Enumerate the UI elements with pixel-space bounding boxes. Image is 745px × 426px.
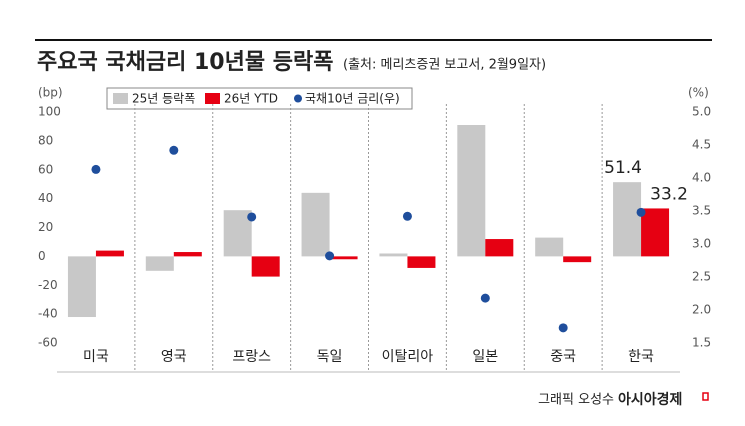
bar [563,256,592,263]
bar [145,256,174,271]
bar [251,256,280,277]
y2-tick-label: 1.5 [692,336,711,350]
y2-axis-label: (%) [688,86,709,100]
legend-label: 26년 YTD [224,92,278,106]
y-tick-label: 100 [38,105,61,119]
y-axis-label: (bp) [38,86,63,100]
x-tick-label: 이탈리아 [382,349,434,365]
rate-dot [247,212,257,222]
y-tick-label: -20 [38,278,58,292]
y-tick-label: 80 [38,133,53,147]
bar [329,256,358,260]
rate-dot [169,145,179,155]
x-tick-label: 미국 [83,349,109,365]
x-tick-label: 독일 [317,349,343,365]
bar [379,253,408,257]
bar [535,237,564,257]
legend-swatch [205,93,220,104]
x-tick-label: 프랑스 [232,349,271,365]
x-tick-label: 한국 [628,349,654,365]
rate-dot [636,207,646,217]
rate-dot [558,323,568,333]
y-tick-label: -60 [38,336,58,350]
y-tick-label: 40 [38,191,53,205]
credit: 그래픽 오성수 [538,393,614,408]
bar [95,250,124,257]
y-tick-label: 60 [38,162,53,176]
chart-title: 주요국 국채금리 10년물 등락폭 [37,50,333,75]
bar [173,252,202,257]
x-tick-label: 일본 [472,349,498,365]
y2-tick-label: 3.0 [692,237,711,251]
rate-dot [91,164,101,174]
brand-icon [702,392,709,401]
x-tick-label: 영국 [161,349,187,365]
legend-box [106,87,413,110]
bar [613,182,642,257]
y2-tick-label: 4.0 [692,171,711,185]
y-tick-label: 20 [38,220,53,234]
rate-dot [480,293,490,303]
x-tick-label: 중국 [550,349,576,365]
rate-dot [402,211,412,221]
bar [67,256,96,318]
value-label: 33.2 [650,184,688,204]
y-tick-label: 0 [38,249,46,263]
y2-tick-label: 4.5 [692,138,711,152]
rate-dot [325,251,335,261]
legend-swatch [294,94,302,103]
value-label: 51.4 [604,158,642,178]
bar [407,256,436,268]
y2-tick-label: 2.5 [692,270,711,284]
y2-tick-label: 2.0 [692,303,711,317]
chart-subtitle: (출처: 메리츠증권 보고서, 2월9일자) [343,58,546,73]
legend-swatch [113,93,128,104]
brand: 아시아경제 [618,391,682,408]
y2-tick-label: 3.5 [692,204,711,218]
legend-label: 국채10년 금리(우) [305,92,400,106]
bar [223,210,252,257]
bar [485,239,514,257]
bar [641,208,670,257]
y2-tick-label: 5.0 [692,105,711,119]
bar [301,192,330,257]
legend-label: 25년 등락폭 [132,92,195,106]
y-tick-label: -40 [38,307,58,321]
bar [457,124,486,257]
